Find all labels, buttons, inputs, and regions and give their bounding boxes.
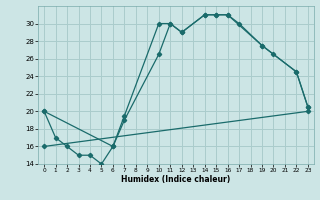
X-axis label: Humidex (Indice chaleur): Humidex (Indice chaleur) [121, 175, 231, 184]
